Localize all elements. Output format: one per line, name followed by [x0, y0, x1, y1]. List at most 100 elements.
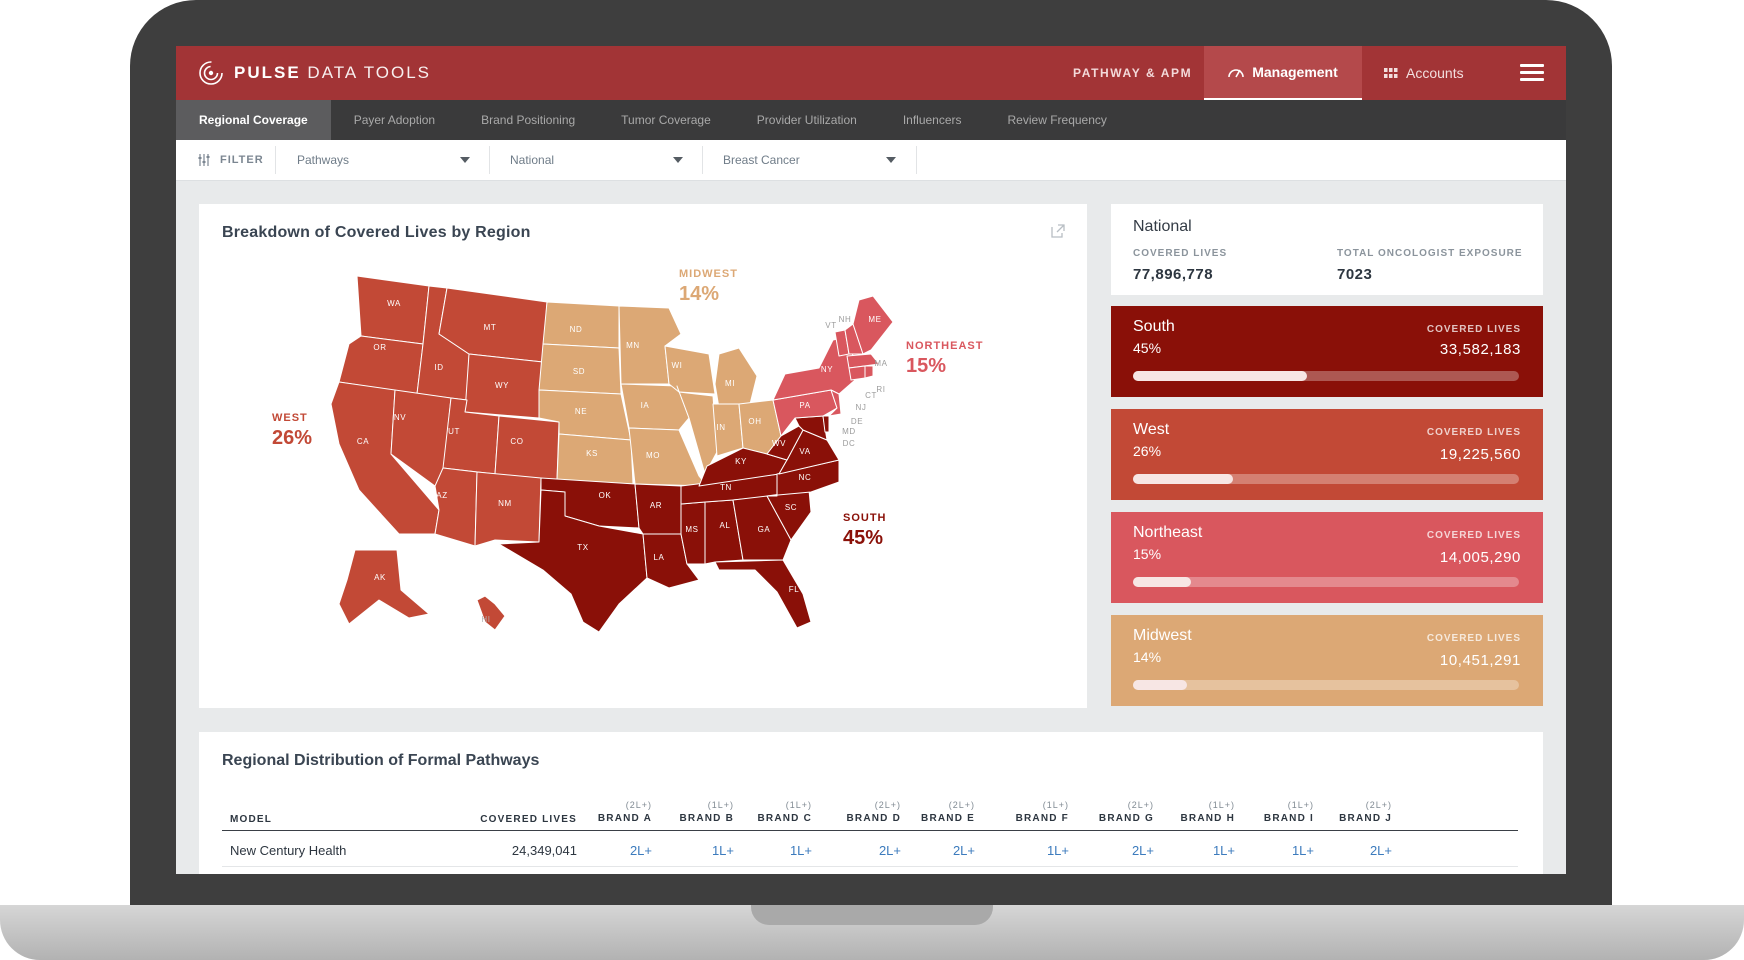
table-cell-brand[interactable]: 1L+	[1291, 843, 1314, 858]
state-nj	[828, 389, 842, 417]
state-label: UT	[448, 427, 460, 436]
column-header-brand[interactable]: (2L+) BRAND D	[846, 800, 901, 824]
laptop-notch	[751, 905, 993, 925]
state-ia	[620, 383, 690, 431]
region-card-northeast[interactable]: Northeast 15% COVERED LIVES 14,005,290	[1111, 512, 1543, 603]
filter-label: FILTER	[220, 154, 264, 166]
state-hi	[476, 595, 506, 631]
tab-payer-adoption[interactable]: Payer Adoption	[353, 113, 436, 127]
state-label: WY	[495, 381, 509, 390]
chevron-down-icon[interactable]	[886, 157, 896, 163]
region-progress-fill	[1133, 577, 1191, 587]
national-title: National	[1133, 218, 1192, 235]
region-progress-track	[1133, 680, 1519, 690]
covered-lives-map-card: Breakdown of Covered Lives by Region	[199, 204, 1087, 708]
table-cell-brand[interactable]: 2L+	[1369, 843, 1392, 858]
table-cell-brand[interactable]: 2L+	[629, 843, 652, 858]
nav-management-label: Management	[1252, 64, 1338, 80]
state-label: CT	[865, 391, 877, 400]
table-cell-brand[interactable]: 2L+	[952, 843, 975, 858]
region-progress-track	[1133, 577, 1519, 587]
region-card-value: 14,005,290	[1439, 549, 1521, 566]
region-label-south: SOUTH	[843, 512, 887, 524]
region-card-name: West	[1133, 421, 1170, 438]
table-cell-brand[interactable]: 2L+	[878, 843, 901, 858]
state-ks	[556, 433, 634, 485]
table-cell-model[interactable]: New Century Health	[230, 843, 347, 858]
divider	[702, 146, 703, 174]
column-header-model[interactable]: MODEL	[230, 814, 273, 825]
column-header-brand[interactable]: (2L+) BRAND E	[921, 800, 975, 824]
nav-pathway-apm[interactable]: PATHWAY & APM	[1073, 66, 1193, 80]
column-header-brand[interactable]: (1L+) BRAND H	[1180, 800, 1235, 824]
expand-icon[interactable]	[1051, 224, 1065, 238]
dropdown-indication[interactable]: Breast Cancer	[723, 153, 800, 167]
divider	[489, 146, 490, 174]
column-header-brand[interactable]: (1L+) BRAND F	[1015, 800, 1069, 824]
state-wi	[664, 345, 716, 395]
column-header-brand[interactable]: (1L+) BRAND I	[1263, 800, 1314, 824]
divider	[275, 146, 276, 174]
state-label: MT	[484, 323, 497, 332]
state-label: NM	[498, 499, 512, 508]
column-header-brand[interactable]: (1L+) BRAND C	[757, 800, 812, 824]
tab-brand-positioning[interactable]: Brand Positioning	[481, 113, 576, 127]
table-cell-brand[interactable]: 1L+	[1212, 843, 1235, 858]
state-label: CA	[357, 437, 369, 446]
oncologist-exposure-label: TOTAL ONCOLOGIST EXPOSURE	[1337, 248, 1523, 259]
nav-management[interactable]: Management	[1204, 46, 1362, 100]
column-header-brand[interactable]: (1L+) BRAND B	[679, 800, 734, 824]
pathways-distribution-table: Regional Distribution of Formal Pathways…	[199, 732, 1543, 874]
column-header-brand[interactable]: (2L+) BRAND J	[1339, 800, 1392, 824]
tab-provider-utilization[interactable]: Provider Utilization	[756, 113, 857, 127]
column-header-brand[interactable]: (2L+) BRAND A	[597, 800, 652, 824]
region-card-pct: 14%	[1133, 649, 1162, 665]
table-cell-brand[interactable]: 1L+	[789, 843, 812, 858]
tab-tumor-coverage[interactable]: Tumor Coverage	[621, 113, 711, 127]
state-label: NJ	[856, 403, 867, 412]
region-card-name: Northeast	[1133, 524, 1203, 541]
app-screen: PULSE DATA TOOLS PATHWAY & APM Managemen…	[176, 46, 1566, 874]
app-header: PULSE DATA TOOLS PATHWAY & APM Managemen…	[176, 46, 1566, 100]
state-label: MI	[725, 379, 735, 388]
nav-accounts[interactable]: Accounts	[1384, 46, 1464, 100]
state-label: RI	[876, 385, 885, 394]
tab-review-frequency[interactable]: Review Frequency	[1007, 113, 1107, 127]
state-az	[434, 467, 478, 547]
column-header-brand[interactable]: (2L+) BRAND G	[1098, 800, 1154, 824]
tab-regional-coverage[interactable]: Regional Coverage	[176, 100, 331, 140]
state-label: IL	[683, 425, 691, 434]
region-card-south[interactable]: South 45% COVERED LIVES 33,582,183	[1111, 306, 1543, 397]
app-name: PULSE DATA TOOLS	[234, 63, 432, 82]
region-card-west[interactable]: West 26% COVERED LIVES 19,225,560	[1111, 409, 1543, 500]
chevron-down-icon[interactable]	[673, 157, 683, 163]
state-label: KY	[735, 457, 747, 466]
state-mi	[714, 347, 758, 409]
state-co	[494, 415, 560, 481]
state-label: NE	[575, 407, 587, 416]
column-header-covered-lives[interactable]: COVERED LIVES	[480, 814, 577, 825]
state-label: ND	[570, 325, 583, 334]
region-card-midwest[interactable]: Midwest 14% COVERED LIVES 10,451,291	[1111, 615, 1543, 706]
state-label: HI	[481, 615, 490, 624]
state-label: MS	[685, 525, 698, 534]
table-cell-brand[interactable]: 2L+	[1131, 843, 1154, 858]
header-divider	[222, 830, 1518, 831]
state-label: TN	[720, 483, 732, 492]
table-cell-brand[interactable]: 1L+	[711, 843, 734, 858]
state-label: AK	[374, 573, 386, 582]
app-logo[interactable]: PULSE DATA TOOLS	[198, 60, 431, 86]
filter-button[interactable]: FILTER	[198, 140, 264, 180]
state-label: NY	[821, 365, 833, 374]
region-card-value: 10,451,291	[1439, 652, 1521, 669]
dropdown-pathways[interactable]: Pathways	[297, 153, 350, 167]
state-label: AR	[650, 501, 662, 510]
table-cell-brand[interactable]: 1L+	[1046, 843, 1069, 858]
chevron-down-icon[interactable]	[460, 157, 470, 163]
region-progress-fill	[1133, 371, 1307, 381]
hamburger-menu-icon[interactable]	[1520, 64, 1544, 82]
dropdown-region[interactable]: National	[510, 153, 555, 167]
national-summary-card: National COVERED LIVES 77,896,778 TOTAL …	[1111, 204, 1543, 295]
tab-influencers[interactable]: Influencers	[902, 113, 962, 127]
gauge-icon	[1228, 69, 1245, 78]
